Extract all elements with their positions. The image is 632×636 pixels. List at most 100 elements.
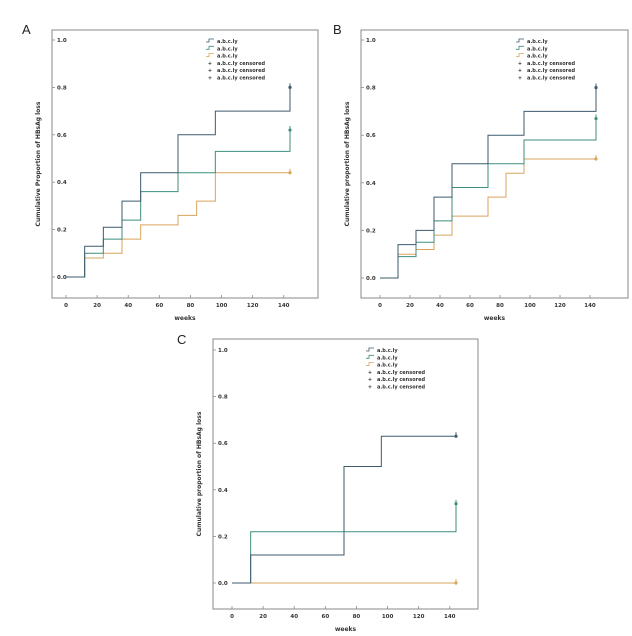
legend-entry: a.b.c.ly censored: [527, 68, 576, 74]
x-tick-label: 0: [230, 614, 234, 620]
y-tick-label: 0.0: [366, 276, 376, 282]
panel-letter-c: C: [177, 332, 187, 347]
legend-entry: a.b.c.ly censored: [527, 76, 576, 82]
x-axis-title: weeks: [335, 626, 357, 633]
legend-censor-marker: +: [368, 370, 372, 376]
series-1-line: [66, 87, 291, 278]
legend-entry: a.b.c.ly: [527, 54, 548, 60]
y-axis-title: Cumulative proportion of HBsAg loss: [196, 411, 203, 536]
legend-entry: a.b.c.ly: [377, 348, 398, 354]
x-tick-label: 60: [156, 303, 164, 309]
x-tick-label: 100: [524, 303, 536, 309]
legend-entry: a.b.c.ly: [377, 363, 398, 369]
series-3-line: [380, 158, 596, 279]
legend-line-marker: [206, 53, 214, 57]
y-tick-label: 0.4: [218, 488, 228, 494]
legend-line-marker: [206, 38, 214, 43]
legend-line-marker: [366, 354, 374, 359]
y-tick-label: 0.6: [218, 441, 228, 447]
legend-entry: a.b.c.ly censored: [217, 68, 266, 74]
y-tick-label: 0.6: [366, 133, 376, 139]
y-tick-label: 0.4: [366, 181, 376, 187]
legend-line-marker: [366, 362, 374, 366]
x-tick-label: 80: [353, 614, 361, 620]
x-tick-label: 20: [93, 303, 101, 309]
legend-censor-marker: +: [208, 76, 212, 82]
panel-letter-a: A: [22, 22, 31, 37]
x-tick-label: 60: [322, 614, 330, 620]
series-3-censor-point: [454, 581, 458, 585]
legend-entry: a.b.c.ly censored: [217, 61, 266, 67]
legend-entry: a.b.c.ly censored: [527, 61, 576, 67]
chart-panel-b: 0.0 0.2 0.4 0.6 0.8 1.0 0 20 40 60 80 100 120 140 week…: [344, 29, 629, 322]
x-tick-label: 40: [290, 614, 298, 620]
series-3-censor-point: [288, 171, 292, 175]
series-2-line: [380, 118, 597, 279]
x-tick-label: 0: [378, 303, 382, 309]
series-2-line: [66, 130, 291, 278]
x-tick-label: 80: [496, 303, 504, 309]
plot-frame: [360, 29, 629, 299]
legend-censor-marker: +: [208, 61, 212, 67]
legend-line-marker: [516, 38, 524, 43]
legend-entry: a.b.c.ly censored: [377, 385, 426, 391]
y-tick-label: 0.0: [218, 581, 228, 587]
series-3-line: [66, 172, 290, 278]
legend-entry: a.b.c.ly: [217, 39, 238, 45]
series-1-censor-point: [288, 85, 292, 89]
x-tick-label: 140: [278, 303, 290, 309]
series-1-censor-point: [594, 86, 598, 90]
y-tick-label: 1.0: [57, 38, 67, 44]
y-tick-label: 1.0: [218, 348, 228, 354]
legend-censor-marker: +: [518, 76, 522, 82]
y-tick-label: 0.8: [366, 86, 376, 92]
y-tick-label: 0.2: [366, 228, 376, 234]
y-axis-title: Cumulative proportion of HBsAg loss: [344, 101, 351, 226]
legend-entry: a.b.c.ly censored: [377, 377, 426, 383]
legend-line-marker: [516, 53, 524, 57]
x-tick-label: 140: [584, 303, 596, 309]
series-1-censor-point: [454, 434, 458, 438]
series-3-censor-point: [594, 157, 598, 161]
series-2-censor-point: [288, 128, 292, 132]
series-1-line: [232, 435, 456, 584]
y-tick-label: 0.8: [218, 395, 228, 401]
x-tick-label: 60: [466, 303, 474, 309]
x-tick-label: 120: [413, 614, 425, 620]
chart-panel-c: 0.0 0.2 0.4 0.6 0.8 1.0 0 20 40 60 80 100 120 140 week…: [196, 338, 479, 633]
x-tick-label: 20: [406, 303, 414, 309]
legend-censor-marker: +: [518, 61, 522, 67]
series-2-censor-point: [454, 502, 458, 506]
legend-censor-marker: +: [518, 68, 522, 74]
x-tick-label: 0: [64, 303, 68, 309]
chart-panel-a: 0.0 0.2 0.4 0.6 0.8 1.0 0 20 40 60 80 100 120 140 week…: [35, 29, 319, 322]
x-tick-label: 120: [554, 303, 566, 309]
panel-letter-b: B: [333, 22, 342, 37]
x-tick-label: 120: [247, 303, 259, 309]
legend-entry: a.b.c.ly: [527, 39, 548, 45]
x-axis-title: weeks: [484, 315, 506, 322]
legend-entry: a.b.c.ly: [527, 46, 548, 52]
series-1-line: [380, 87, 597, 279]
x-tick-label: 100: [382, 614, 394, 620]
y-tick-label: 0.2: [57, 228, 67, 234]
x-tick-label: 80: [187, 303, 195, 309]
legend-censor-marker: +: [208, 68, 212, 74]
legend-entry: a.b.c.ly: [217, 54, 238, 60]
y-tick-label: 0.0: [57, 275, 67, 281]
x-tick-label: 40: [436, 303, 444, 309]
plot-frame: [212, 338, 479, 610]
y-tick-label: 0.2: [218, 534, 228, 540]
legend-entry: a.b.c.ly: [217, 46, 238, 52]
y-tick-label: 0.4: [57, 180, 67, 186]
legend-line-marker: [206, 45, 214, 50]
x-tick-label: 20: [259, 614, 267, 620]
y-tick-label: 1.0: [366, 38, 376, 44]
x-tick-label: 140: [444, 614, 456, 620]
legend-line-marker: [516, 45, 524, 50]
legend-entry: a.b.c.ly: [377, 355, 398, 361]
legend-censor-marker: +: [368, 377, 372, 383]
legend-entry: a.b.c.ly censored: [377, 370, 426, 376]
plot-frame: [51, 29, 319, 299]
